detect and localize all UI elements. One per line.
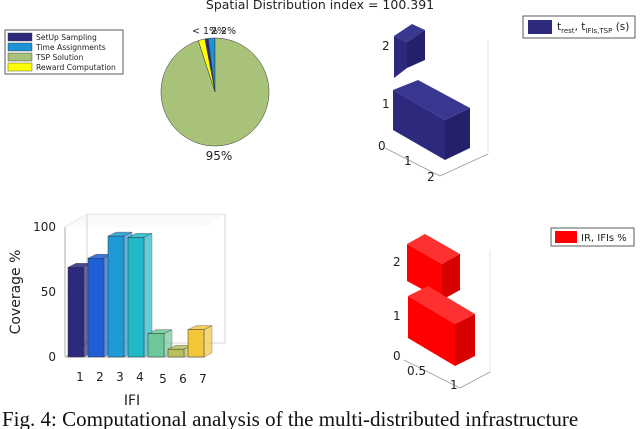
bar3d-red-side-2 (455, 314, 475, 366)
pie-legend-label-3: TSP Solution (35, 53, 84, 62)
bar3d-red-side-1 (442, 254, 460, 300)
bar3d-blue: 2 1 0 1 2 trest, tIFIs,TSP (s) (378, 15, 636, 184)
figure-title: Spatial Distribution index = 100.391 (206, 0, 434, 12)
coverage-bar-4 (127, 237, 145, 358)
bar3d-red-xtick-05: 0.5 (407, 364, 426, 378)
bar3d-blue-side-1 (407, 30, 425, 68)
coverage-y-label: Coverage % (8, 250, 24, 335)
bar3d-blue-front-1 (394, 36, 407, 78)
bar3d-red: 2 1 0 0.5 1 IR, IFIs % (393, 227, 635, 392)
coverage-xtick-5: 5 (159, 372, 167, 386)
bar3d-blue-top-1 (394, 24, 425, 42)
coverage-bar-6 (167, 348, 185, 358)
bar3d-red-ytick-2: 2 (393, 255, 401, 269)
coverage-ytick-100: 100 (33, 220, 56, 234)
bar3d-red-axis-x (403, 359, 461, 389)
bar3d-red-legend-text: IR, IFIs % (581, 233, 627, 244)
bar3d-blue-side-2 (445, 108, 470, 160)
pie-label-reward: 2% (221, 26, 236, 37)
bar3d-blue-legend-text: trest, tIFIs,TSP (s) (557, 21, 629, 35)
pie-legend-label-1: SetUp Sampling (36, 33, 97, 42)
bar3d-red-axis-y (459, 371, 491, 389)
coverage-bar-1 (67, 267, 85, 358)
coverage-xtick-3: 3 (116, 370, 124, 384)
coverage-x-label: IFI (124, 393, 140, 409)
coverage-bar-5 (147, 333, 165, 358)
coverage-xtick-2: 2 (96, 370, 104, 384)
bar3d-blue-front-2 (393, 90, 445, 160)
bar3d-blue-top-2 (393, 80, 470, 120)
coverage-xtick-4: 4 (136, 370, 144, 384)
bar3d-blue-xtick-2: 2 (427, 170, 435, 184)
bar3d-red-front-1 (407, 244, 442, 300)
coverage-ytick-50: 50 (41, 285, 56, 299)
bar3d-blue-legend-swatch (528, 20, 552, 34)
coverage-bar-side-7 (203, 325, 213, 358)
pie-label-setup: < 1% (192, 26, 218, 37)
pie-legend-swatch-3 (7, 52, 33, 62)
bar3d-blue-axis-y (439, 153, 489, 177)
bar3d-red-top-2 (408, 286, 475, 324)
pie-slice-reward-computation (197, 38, 216, 93)
bar3d-red-top-1 (407, 234, 460, 264)
coverage-xtick-6: 6 (179, 372, 187, 386)
coverage-bar-3 (107, 235, 125, 358)
coverage-bar-7 (187, 329, 205, 358)
figure-caption: Fig. 4: Computational analysis of the mu… (2, 407, 579, 429)
pie-label-tsp: 95% (206, 149, 233, 163)
bar3d-red-ytick-1: 1 (393, 309, 401, 323)
bar3d-red-front-2 (408, 296, 455, 366)
bar3d-blue-xtick-1: 1 (404, 154, 412, 168)
pie-chart: < 1%2% 95% 2% (160, 26, 270, 163)
coverage-ytick-0: 0 (48, 350, 56, 364)
coverage-gridline-100 (64, 213, 88, 228)
bar3d-blue-ytick-0: 0 (378, 139, 386, 153)
pie-legend-label-4: Reward Computation (36, 63, 116, 72)
pie-legend-swatch-4 (7, 62, 33, 72)
bar3d-blue-ytick-2: 2 (382, 39, 390, 53)
coverage-bar-2 (87, 257, 105, 358)
coverage-xtick-1: 1 (76, 370, 84, 384)
pie-legend-label-2: Time Assignments (35, 43, 106, 52)
coverage-xtick-7: 7 (199, 372, 207, 386)
pie-legend-swatch-1 (7, 32, 33, 42)
bar3d-red-legend-swatch (555, 231, 577, 243)
coverage-wall-top (67, 214, 225, 227)
bar3d-red-xtick-1: 1 (450, 378, 458, 392)
pie-legend-swatch-2 (7, 42, 33, 52)
bar3d-blue-axis-x (384, 147, 441, 177)
bar3d-blue-ytick-1: 1 (382, 97, 390, 111)
bar3d-red-ytick-0: 0 (393, 349, 401, 363)
pie-label-time: 2% (211, 26, 226, 37)
